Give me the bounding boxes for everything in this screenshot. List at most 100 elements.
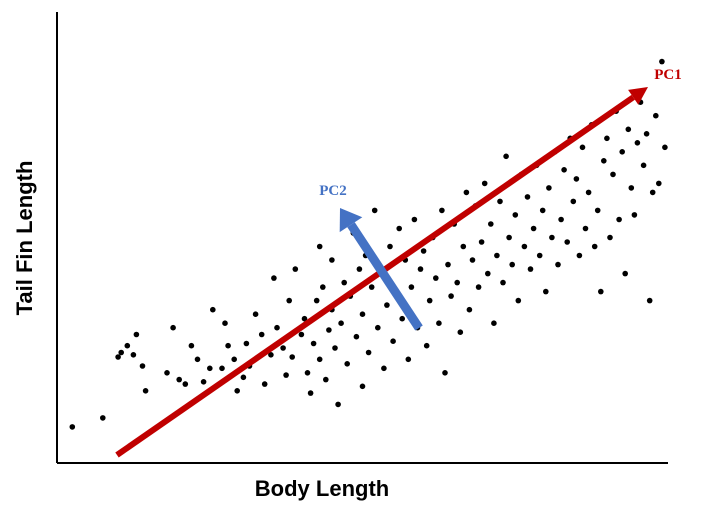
data-point — [396, 225, 403, 232]
data-point — [188, 342, 195, 349]
data-point — [283, 372, 289, 378]
data-point — [622, 270, 628, 277]
data-point — [268, 352, 274, 358]
data-point — [558, 216, 564, 223]
data-point — [69, 424, 76, 430]
data-point — [640, 162, 647, 169]
data-point — [570, 198, 577, 205]
data-point — [301, 315, 308, 322]
data-point — [368, 284, 375, 290]
x-axis-title: Body Length — [255, 476, 389, 501]
data-point — [524, 194, 531, 200]
data-point — [463, 189, 470, 196]
data-point — [527, 266, 534, 272]
data-point — [292, 266, 299, 272]
data-point — [591, 243, 598, 250]
data-point — [384, 302, 390, 308]
data-point — [488, 221, 494, 227]
data-point — [371, 207, 378, 214]
data-point — [628, 185, 635, 191]
data-point — [310, 340, 317, 347]
data-point — [243, 340, 250, 347]
data-point — [307, 390, 314, 396]
data-point — [359, 311, 366, 318]
data-point — [332, 345, 338, 351]
data-point — [594, 207, 601, 214]
data-point — [417, 266, 424, 272]
data-point — [656, 180, 662, 187]
data-point — [118, 349, 124, 356]
data-point — [634, 140, 641, 146]
data-point — [485, 270, 491, 277]
data-point — [286, 297, 293, 304]
data-point — [359, 383, 366, 390]
data-point — [164, 370, 170, 376]
data-point — [439, 207, 445, 214]
data-point — [604, 135, 610, 142]
data-point — [515, 297, 522, 304]
data-point — [582, 225, 589, 232]
data-point — [170, 324, 176, 331]
data-point — [555, 261, 561, 268]
pc1-arrow-shaft — [115, 94, 635, 458]
pc1-label: PC1 — [654, 67, 682, 83]
data-point — [399, 315, 406, 322]
pc2-arrow-shaft — [347, 222, 423, 331]
data-point — [313, 297, 320, 304]
data-point — [124, 342, 131, 349]
data-point — [252, 311, 259, 318]
data-point — [390, 338, 396, 345]
data-point — [610, 171, 616, 178]
data-point — [539, 207, 546, 214]
data-point — [598, 288, 604, 295]
data-point — [411, 216, 418, 223]
data-point — [408, 284, 415, 290]
data-point — [176, 376, 182, 383]
data-point — [536, 252, 543, 259]
data-point — [130, 352, 137, 358]
data-point — [200, 379, 207, 385]
data-point — [356, 266, 363, 272]
data-point — [619, 149, 625, 155]
data-point — [530, 225, 537, 232]
data-point — [420, 248, 427, 254]
data-point — [491, 320, 497, 327]
data-point — [207, 365, 213, 372]
data-point — [546, 185, 552, 191]
data-point — [344, 361, 351, 367]
data-point — [289, 354, 296, 360]
data-point — [222, 320, 228, 327]
data-point — [231, 356, 237, 363]
data-point — [460, 243, 467, 250]
data-point — [219, 365, 225, 372]
data-point — [316, 243, 323, 250]
data-point — [616, 216, 622, 223]
data-point — [466, 306, 473, 313]
pc2-arrow-head — [339, 208, 363, 233]
data-point — [271, 275, 277, 281]
data-point — [304, 370, 311, 376]
data-point — [579, 144, 586, 151]
data-point — [653, 112, 659, 119]
data-point — [521, 243, 528, 250]
data-point — [646, 297, 653, 304]
data-point — [649, 189, 656, 196]
data-point — [448, 293, 454, 299]
data-point — [512, 212, 519, 218]
data-point — [100, 415, 106, 421]
data-point — [139, 363, 146, 369]
data-point — [423, 342, 430, 349]
data-point — [601, 158, 607, 164]
data-point — [326, 327, 332, 333]
data-point — [426, 297, 433, 304]
data-point — [576, 252, 583, 259]
data-point — [481, 180, 488, 187]
pc2-label: PC2 — [319, 183, 347, 199]
data-point — [381, 365, 387, 372]
data-point — [543, 288, 549, 295]
data-point — [585, 189, 592, 196]
data-point — [436, 320, 442, 327]
data-point — [115, 354, 121, 360]
data-point — [509, 261, 515, 268]
